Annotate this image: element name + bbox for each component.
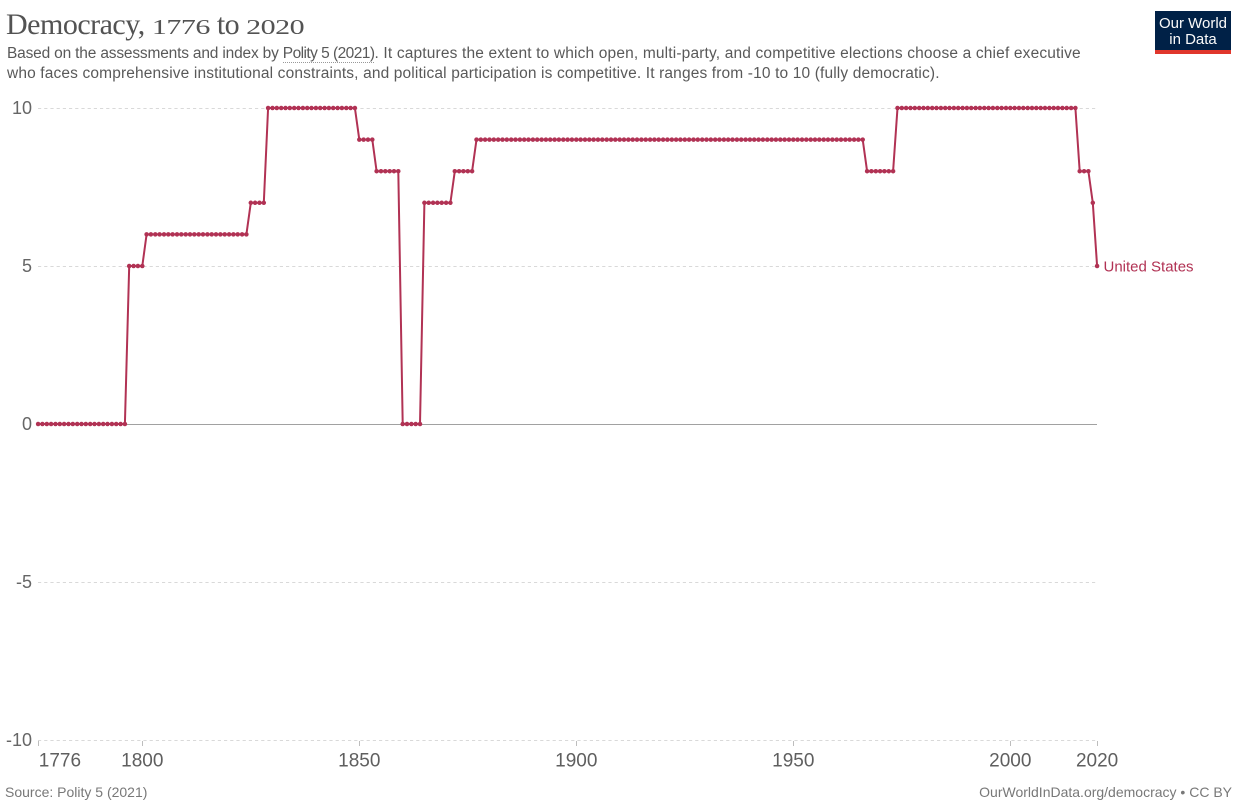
svg-text:1900: 1900 (555, 751, 597, 772)
svg-text:2000: 2000 (989, 751, 1031, 772)
svg-text:United States: United States (1104, 259, 1194, 276)
svg-text:1776: 1776 (39, 751, 81, 772)
svg-text:1950: 1950 (772, 751, 814, 772)
svg-text:5: 5 (22, 256, 32, 276)
svg-text:1850: 1850 (338, 751, 380, 772)
svg-text:-5: -5 (16, 572, 32, 592)
svg-text:-10: -10 (6, 730, 32, 750)
svg-text:2020: 2020 (1076, 751, 1118, 772)
svg-text:1800: 1800 (121, 751, 163, 772)
svg-text:0: 0 (22, 414, 32, 434)
svg-text:10: 10 (12, 98, 32, 118)
